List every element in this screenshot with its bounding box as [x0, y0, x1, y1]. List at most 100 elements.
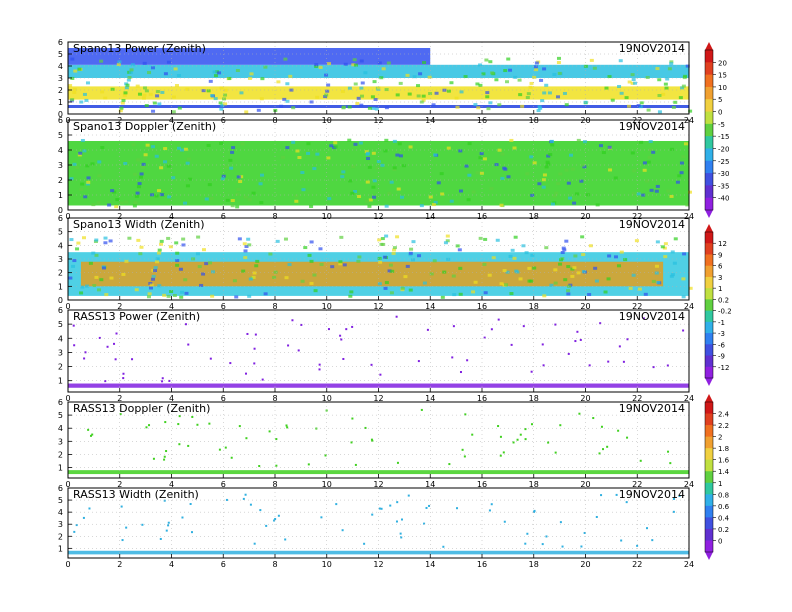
data-cell: [377, 282, 382, 286]
data-cell: [554, 191, 559, 195]
data-cell: [323, 95, 328, 99]
data-cell: [488, 60, 493, 64]
data-cell: [550, 202, 555, 206]
data-cell: [353, 63, 358, 67]
data-cell: [458, 292, 463, 296]
data-point: [89, 434, 92, 437]
data-cell: [348, 179, 353, 183]
colorbar-label: 20: [718, 59, 727, 67]
x-tick-label: 14: [425, 560, 435, 569]
data-cell: [353, 189, 358, 193]
data-cell: [94, 238, 99, 242]
data-cell: [588, 244, 593, 248]
y-tick-label: 3: [58, 348, 63, 357]
data-point: [287, 344, 290, 347]
colorbar-swatch: [705, 310, 713, 323]
data-cell: [481, 72, 486, 76]
data-cell: [440, 295, 445, 299]
x-tick-label: 12: [373, 394, 383, 403]
data-point: [181, 516, 184, 519]
data-cell: [159, 242, 164, 246]
data-point: [442, 545, 445, 548]
data-cell: [662, 246, 667, 250]
x-tick-label: 24: [684, 560, 694, 569]
data-cell: [367, 106, 372, 110]
data-cell: [275, 239, 280, 243]
data-cell: [118, 109, 123, 113]
y-tick-label: 3: [58, 74, 63, 83]
data-cell: [247, 76, 252, 80]
y-tick-label: 1: [58, 464, 63, 473]
data-point: [617, 429, 620, 432]
colorbar-swatch: [705, 413, 713, 426]
data-cell: [125, 83, 130, 87]
x-tick-label: 4: [169, 480, 174, 489]
data-cell: [463, 75, 468, 79]
data-cell: [383, 286, 388, 290]
data-cell: [446, 89, 451, 93]
data-cell: [509, 138, 514, 142]
data-cell: [329, 144, 334, 148]
data-cell: [359, 103, 364, 107]
data-point: [196, 423, 199, 426]
x-tick-label: 22: [632, 560, 642, 569]
data-cell: [175, 251, 180, 255]
data-cell: [546, 162, 551, 166]
data-cell: [300, 171, 305, 175]
data-cell: [563, 278, 568, 282]
colorbar-cap-top: [705, 42, 713, 50]
colorbar-swatch: [705, 123, 713, 137]
data-cell: [464, 164, 469, 168]
data-point: [456, 507, 459, 510]
data-cell: [380, 237, 385, 241]
data-cell: [147, 71, 152, 75]
colorbar-swatch: [705, 494, 713, 507]
data-cell: [102, 266, 107, 270]
data-point: [452, 325, 455, 328]
data-cell: [255, 259, 260, 263]
x-tick-label: 2: [117, 212, 122, 221]
data-cell: [576, 271, 581, 275]
data-point: [265, 524, 268, 527]
data-point: [307, 463, 310, 466]
data-cell: [583, 64, 588, 68]
data-cell: [234, 295, 239, 299]
x-tick-label: 14: [425, 212, 435, 221]
data-cell: [388, 263, 393, 267]
data-cell: [71, 264, 76, 268]
colorbar-label: 0.2: [718, 526, 729, 534]
x-tick-label: 0: [65, 302, 70, 311]
x-tick-label: 16: [477, 480, 487, 489]
data-cell: [154, 154, 159, 158]
data-point: [320, 516, 323, 519]
data-cell: [405, 73, 410, 77]
data-cell: [366, 157, 371, 161]
data-cell: [76, 241, 81, 245]
data-cell: [225, 198, 230, 202]
data-cell: [230, 199, 235, 203]
data-cell: [359, 94, 364, 98]
data-point: [341, 529, 344, 532]
data-cell: [564, 239, 569, 243]
data-point: [576, 330, 579, 333]
data-cell: [562, 248, 567, 252]
data-cell: [174, 84, 179, 88]
data-cell: [681, 155, 686, 159]
data-cell: [72, 90, 77, 94]
data-cell: [372, 80, 377, 84]
data-cell: [566, 181, 571, 185]
data-cell: [489, 187, 494, 191]
y-tick-label: 4: [58, 146, 63, 155]
data-cell: [104, 293, 109, 297]
data-cell: [185, 87, 190, 91]
y-tick-label: 6: [58, 306, 63, 315]
data-point: [642, 317, 645, 320]
data-cell: [239, 91, 244, 95]
data-cell: [576, 138, 581, 142]
data-cell: [458, 266, 463, 270]
data-cell: [452, 293, 457, 297]
data-cell: [685, 203, 690, 207]
data-cell: [177, 106, 182, 110]
data-cell: [482, 157, 487, 161]
data-point: [483, 336, 486, 339]
